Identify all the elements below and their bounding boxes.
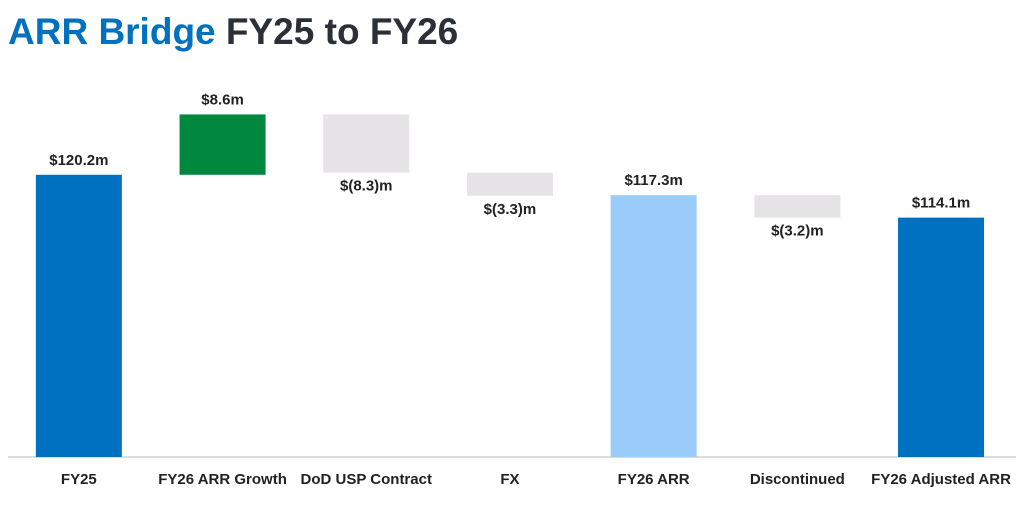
- title-part: ARR Bridge: [8, 11, 216, 52]
- bar: [754, 195, 841, 218]
- bar: [898, 217, 985, 457]
- x-tick-label: FY25: [60, 471, 97, 488]
- value-label: $(8.3)m: [340, 178, 393, 195]
- bar: [610, 195, 697, 458]
- chart-title: ARR Bridge FY25 to FY26: [8, 11, 458, 52]
- bar: [35, 174, 122, 457]
- title-part: FY25 to FY26: [226, 11, 458, 52]
- value-label: $(3.3)m: [484, 201, 537, 218]
- x-tick-label: FY26 Adjusted ARR: [871, 471, 1011, 488]
- value-label: $120.2m: [49, 152, 108, 169]
- x-tick-label: FY26 ARR: [617, 471, 690, 488]
- bar: [179, 114, 266, 175]
- value-label: $8.6m: [201, 91, 244, 108]
- value-label: $117.3m: [624, 172, 682, 189]
- x-tick-label: DoD USP Contract: [300, 471, 432, 488]
- x-tick-label: FY26 ARR Growth: [158, 471, 287, 488]
- value-label: $(3.2)m: [771, 223, 824, 240]
- value-label: $114.1m: [912, 195, 970, 212]
- x-tick-label: Discontinued: [749, 471, 845, 488]
- bar: [323, 114, 410, 173]
- bar: [466, 172, 553, 196]
- x-tick-label: FX: [500, 471, 520, 488]
